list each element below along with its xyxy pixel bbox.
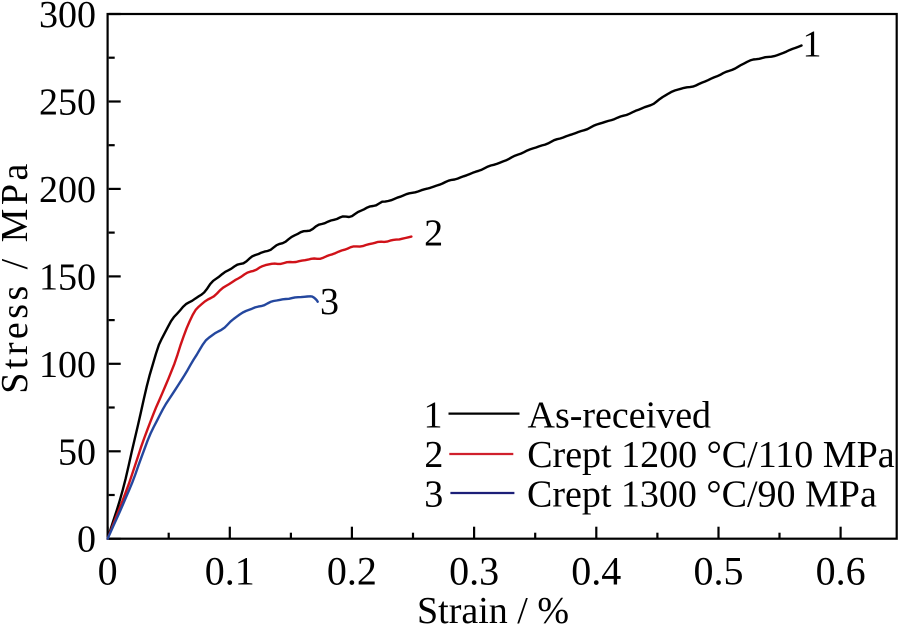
svg-text:1: 1 — [803, 24, 822, 66]
svg-text:150: 150 — [39, 256, 96, 298]
svg-text:As-received: As-received — [528, 395, 712, 437]
svg-text:Strain / %: Strain / % — [417, 590, 569, 626]
svg-text:Stress / MPa: Stress / MPa — [0, 160, 36, 394]
svg-text:1: 1 — [424, 395, 443, 437]
svg-text:0.2: 0.2 — [327, 549, 377, 594]
svg-text:0.6: 0.6 — [816, 549, 866, 594]
svg-text:Crept 1300 °C/90 MPa: Crept 1300 °C/90 MPa — [527, 474, 877, 516]
svg-text:Crept 1200 °C/110 MPa: Crept 1200 °C/110 MPa — [527, 434, 895, 476]
svg-text:0: 0 — [98, 549, 118, 594]
svg-text:0.5: 0.5 — [694, 549, 744, 594]
svg-text:2: 2 — [424, 434, 443, 476]
svg-text:2: 2 — [424, 213, 443, 255]
svg-text:0.3: 0.3 — [449, 549, 499, 594]
svg-text:100: 100 — [39, 344, 96, 386]
svg-text:3: 3 — [424, 474, 443, 516]
svg-text:50: 50 — [58, 431, 96, 473]
svg-text:300: 300 — [39, 0, 96, 36]
svg-text:0.1: 0.1 — [205, 549, 255, 594]
svg-text:200: 200 — [39, 169, 96, 211]
svg-text:250: 250 — [39, 82, 96, 124]
svg-text:3: 3 — [320, 281, 339, 323]
svg-text:0: 0 — [77, 519, 96, 561]
svg-text:0.4: 0.4 — [571, 549, 621, 594]
